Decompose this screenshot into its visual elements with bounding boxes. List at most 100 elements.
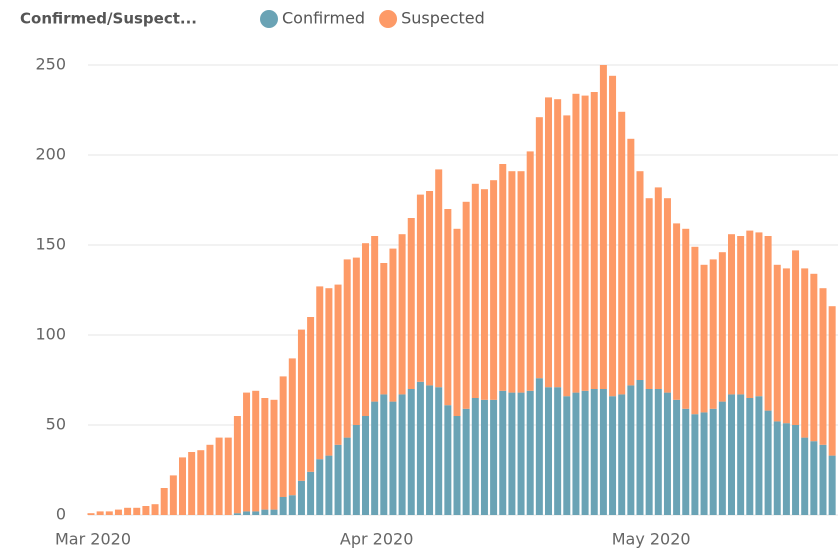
bar-segment	[233, 416, 241, 514]
bar-segment	[252, 511, 260, 515]
bar-segment	[828, 455, 836, 515]
bar-segment	[764, 236, 772, 411]
bar-segment	[572, 392, 580, 515]
bar-segment	[261, 509, 269, 515]
bar-segment	[426, 385, 434, 515]
bar-segment	[362, 416, 369, 515]
bar-segment	[599, 65, 607, 389]
bar-segment	[663, 392, 671, 515]
legend-label: Confirmed	[282, 9, 365, 28]
bar-segment	[325, 288, 333, 456]
bar-segment	[352, 257, 360, 425]
bar-segment	[590, 389, 598, 515]
bar-segment	[389, 401, 397, 515]
bar-segment	[581, 95, 589, 391]
x-tick-label: May 2020	[612, 530, 691, 549]
bar-segment	[188, 452, 196, 515]
bar-segment	[462, 201, 470, 409]
bar-segment	[279, 376, 287, 497]
bar-segment	[737, 236, 745, 395]
bar-segment	[398, 234, 406, 395]
bar-segment	[389, 248, 397, 402]
bar-segment	[709, 408, 717, 515]
x-tick-label: Apr 2020	[340, 530, 413, 549]
x-tick-label: Mar 2020	[55, 530, 131, 549]
bar-segment	[206, 444, 214, 515]
bar-segment	[654, 389, 662, 515]
bar-segment	[581, 390, 589, 515]
bar-segment	[691, 246, 699, 415]
bar-segment	[334, 284, 342, 445]
bar-segment	[224, 437, 232, 515]
bar-segment	[700, 264, 708, 413]
bar-segment	[316, 286, 324, 460]
bar-segment	[297, 480, 305, 515]
bar-segment	[407, 389, 415, 515]
bar-segment	[737, 394, 745, 515]
bar-segment	[526, 390, 534, 515]
bar-segment	[563, 115, 571, 397]
bar-segment	[288, 495, 296, 515]
bar-segment	[352, 425, 360, 515]
bar-segment	[124, 507, 132, 515]
bar-segment	[563, 396, 571, 515]
bar-segment	[682, 228, 690, 409]
bar-segment	[151, 504, 159, 515]
bar-segment	[325, 455, 333, 515]
bar-segment	[453, 228, 461, 416]
bar-segment	[663, 198, 671, 393]
bar-segment	[728, 394, 735, 515]
bar-segment	[782, 423, 790, 515]
bar-segment	[535, 117, 543, 379]
bar-segment	[252, 390, 260, 512]
legend-swatch	[379, 10, 398, 28]
bar-segment	[819, 444, 827, 515]
bar-segment	[554, 99, 562, 388]
bar-segment	[197, 450, 205, 515]
y-tick-label: 50	[46, 415, 66, 434]
bar-segment	[243, 511, 251, 515]
bar-segment	[114, 509, 122, 515]
legend-title: Confirmed/Suspect...	[20, 10, 197, 28]
bar-segment	[746, 230, 754, 398]
bar-segment	[480, 189, 488, 400]
bar-segment	[554, 387, 562, 515]
bar-segment	[673, 399, 681, 515]
bar-segment	[380, 394, 388, 515]
bar-segment	[773, 421, 781, 515]
y-tick-label: 100	[35, 325, 66, 344]
bar-segment	[307, 317, 315, 472]
bar-segment	[279, 497, 287, 515]
bar-segment	[416, 381, 424, 515]
bar-segment	[828, 306, 836, 456]
bar-segment	[343, 259, 351, 438]
bar-segment	[609, 75, 617, 397]
bar-segment	[654, 187, 662, 389]
bar-segment	[480, 399, 488, 515]
bar-segment	[801, 437, 809, 515]
bar-segment	[471, 183, 479, 398]
bar-segment	[270, 399, 278, 510]
bar-segment	[334, 444, 342, 515]
bar-segment	[773, 264, 781, 422]
bar-segment	[810, 273, 818, 442]
bar-segment	[169, 475, 177, 515]
bar-segment	[398, 394, 406, 515]
bar-segment	[288, 358, 296, 496]
bar-segment	[782, 268, 790, 424]
bar-segment	[728, 234, 735, 395]
bar-segment	[444, 209, 452, 406]
bar-segment	[691, 414, 699, 515]
bar-segment	[636, 171, 644, 380]
bar-segment	[426, 191, 434, 386]
bar-segment	[444, 405, 452, 515]
bar-segment	[233, 513, 241, 515]
bar-segment	[627, 138, 635, 386]
legend-label: Suspected	[401, 9, 485, 28]
bar-segment	[343, 437, 351, 515]
bar-segment	[435, 169, 443, 388]
bar-segment	[490, 399, 498, 515]
bar-segment	[755, 232, 763, 397]
bar-segment	[307, 471, 315, 515]
bar-segment	[792, 425, 800, 515]
